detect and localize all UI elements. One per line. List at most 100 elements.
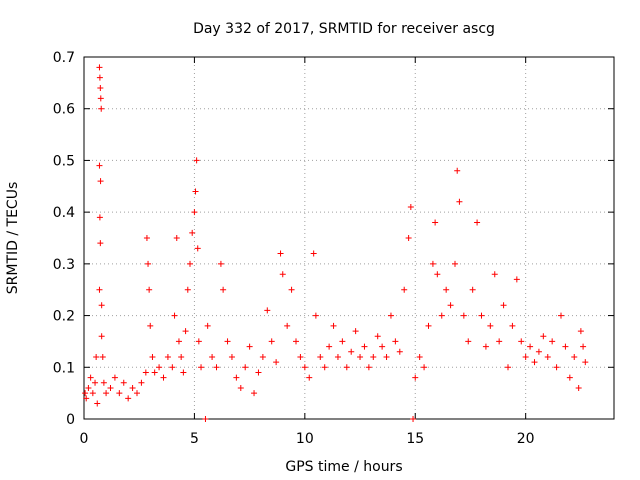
data-point (522, 353, 529, 360)
data-point (326, 343, 333, 350)
data-point (264, 307, 271, 314)
data-point (120, 379, 127, 386)
data-point (97, 240, 104, 247)
data-point (96, 286, 103, 293)
data-point (156, 364, 163, 371)
x-tick-label: 20 (517, 431, 535, 447)
data-point (198, 364, 205, 371)
data-point (193, 157, 200, 164)
data-point (99, 353, 106, 360)
y-tick-label: 0 (66, 412, 75, 428)
data-point (580, 343, 587, 350)
y-tick-label: 0.1 (53, 360, 75, 376)
data-point (412, 374, 419, 381)
data-point (334, 353, 341, 360)
data-point (146, 286, 153, 293)
data-point (310, 250, 317, 257)
data-point (513, 276, 520, 283)
data-point (279, 271, 286, 278)
data-point (237, 384, 244, 391)
data-point (348, 348, 355, 355)
data-point (98, 105, 105, 112)
data-point (116, 390, 123, 397)
data-point (98, 333, 105, 340)
data-point (410, 416, 417, 422)
data-point (259, 353, 266, 360)
y-tick-label: 0.7 (53, 50, 75, 66)
data-point (103, 390, 110, 397)
data-point (195, 338, 202, 345)
data-point (184, 286, 191, 293)
data-point (94, 400, 101, 407)
data-point (125, 395, 132, 402)
data-points (82, 64, 589, 422)
data-point (180, 369, 187, 376)
data-point (96, 214, 103, 221)
data-point (553, 364, 560, 371)
data-point (187, 260, 193, 267)
data-point (383, 353, 390, 360)
data-point (452, 260, 458, 267)
data-point (509, 322, 516, 329)
data-point (317, 353, 324, 360)
x-tick-label: 5 (190, 431, 199, 447)
data-point (297, 353, 304, 360)
data-point (370, 353, 377, 360)
data-point (149, 353, 156, 360)
data-point (213, 364, 220, 371)
data-point (204, 322, 211, 329)
data-point (531, 359, 538, 366)
data-point (434, 271, 441, 278)
data-point (577, 328, 584, 335)
data-point (209, 353, 216, 360)
data-point (357, 353, 364, 360)
data-point (192, 188, 199, 195)
data-point (87, 374, 94, 381)
data-point (175, 338, 182, 345)
data-point (535, 348, 542, 355)
data-point (387, 312, 394, 319)
data-point (438, 312, 445, 319)
data-point (374, 333, 381, 340)
data-point (255, 369, 262, 376)
y-axis-ticks: 0 0.1 0.2 0.3 0.4 0.5 0.6 0.7 (53, 50, 614, 428)
data-point (558, 312, 564, 319)
chart-title: Day 332 of 2017, SRMTID for receiver asc… (193, 21, 495, 37)
data-point (173, 235, 180, 241)
data-point (111, 374, 118, 381)
data-point (416, 353, 423, 360)
data-point (505, 364, 511, 371)
data-point (491, 271, 498, 278)
data-point (566, 374, 573, 381)
data-point (277, 250, 284, 257)
data-point (361, 343, 368, 350)
data-point (217, 260, 224, 267)
data-point (169, 364, 176, 371)
data-point (273, 359, 280, 366)
data-point (171, 312, 178, 319)
data-point (97, 85, 104, 92)
data-point (401, 286, 408, 293)
data-point (97, 178, 104, 185)
data-point (189, 229, 196, 236)
data-point (421, 364, 428, 371)
data-point (220, 286, 227, 293)
data-point (549, 338, 556, 345)
data-point (160, 374, 167, 381)
data-point (447, 302, 454, 309)
data-point (571, 353, 578, 360)
data-point (83, 395, 90, 402)
data-point (454, 167, 461, 174)
data-point (97, 95, 104, 102)
data-point (82, 390, 89, 397)
data-point (527, 343, 534, 350)
data-point (96, 74, 103, 81)
data-point (432, 219, 439, 226)
data-point (92, 379, 99, 386)
data-point (321, 364, 328, 371)
data-point (365, 364, 372, 371)
data-point (500, 302, 507, 309)
data-point (202, 416, 209, 422)
data-point (339, 338, 346, 345)
